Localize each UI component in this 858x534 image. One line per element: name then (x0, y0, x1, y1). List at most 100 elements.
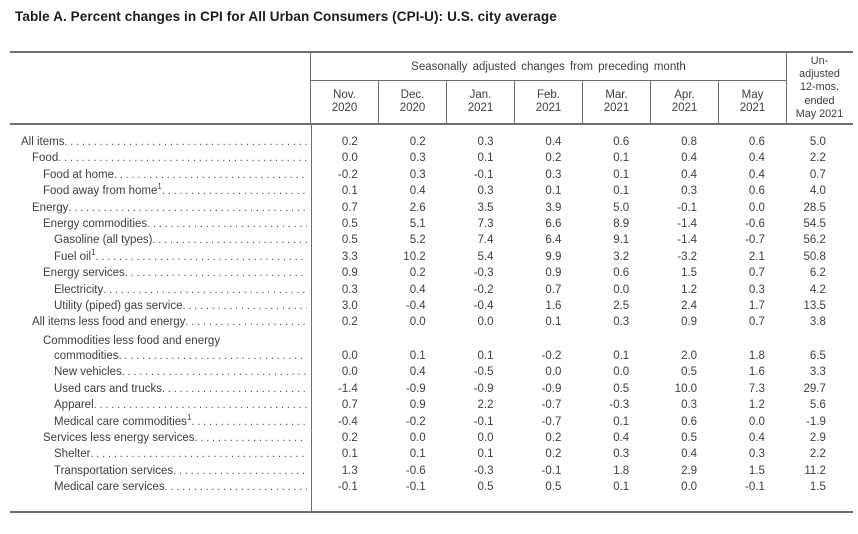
value-cell: 0.3 (748, 283, 765, 296)
dot-leader (114, 167, 307, 183)
value-cell: -0.4 (473, 300, 494, 313)
value-cell: 28.5 (803, 201, 826, 214)
value-cell: 0.3 (613, 448, 630, 461)
value-cell: 3.2 (613, 250, 630, 263)
value-cell: 0.4 (409, 185, 426, 198)
value-cell: 0.0 (748, 415, 765, 428)
dot-leader (68, 200, 307, 216)
value-cell: -1.4 (338, 382, 358, 395)
value-cell: 0.7 (341, 399, 358, 412)
table-row: Utility (piped) gas service 3.0 -0.4 -0.4 1.… (10, 298, 853, 314)
value-cell: 0.3 (409, 152, 426, 165)
value-cell: 13.5 (803, 300, 826, 313)
row-label: Gasoline (all types) (54, 234, 153, 247)
row-label-cell: Electricity (10, 282, 311, 298)
value-cell: 1.5 (681, 267, 698, 280)
value-cell: 1.7 (748, 300, 765, 313)
value-cell: 2.9 (681, 464, 698, 477)
row-label: Shelter (54, 448, 91, 461)
table-row: Gasoline (all types) 0.5 5.2 7.4 6.4 9.1 -1.4 -… (10, 232, 853, 248)
month-header-row: Nov. 2020 Dec. 2020 Jan. 2021 Feb. 2021 Mar. 2021… (311, 81, 786, 123)
table-row: Medical care commodities1 -0.4 -0.2 -0.1 -0.… (10, 414, 853, 430)
unadjusted-header-line: ended (804, 94, 835, 107)
table-row: Apparel 0.7 0.9 2.2 -0.7 -0.3 0.3 1.2 5.6 (10, 397, 853, 413)
value-cell: 0.5 (341, 234, 358, 247)
value-cell: 2.2 (809, 152, 826, 165)
row-label-cell: Food away from home1 (10, 183, 311, 199)
month-name: Jan. (469, 89, 492, 101)
value-cell: -1.4 (677, 234, 698, 247)
value-cell: 0.3 (341, 283, 358, 296)
header-label-spacer (10, 53, 311, 123)
value-cell: 3.9 (545, 201, 562, 214)
value-cell: 4.2 (809, 283, 826, 296)
row-label: Commodities less food and energy (43, 334, 221, 347)
value-cell: 5.0 (809, 136, 826, 148)
value-cell: 0.6 (613, 136, 630, 148)
row-label-cell: New vehicles (10, 364, 311, 380)
value-cell: 7.3 (477, 218, 494, 231)
seasonally-adjusted-columns: Seasonally adjusted changes from precedi… (311, 53, 786, 123)
month-year: 2020 (331, 102, 358, 114)
dot-leader (194, 430, 307, 446)
value-cell: 1.6 (748, 366, 765, 379)
value-cell: 0.3 (613, 316, 630, 329)
value-cell: 1.3 (341, 464, 358, 477)
value-cell: 0.4 (748, 168, 765, 181)
value-cell: 2.9 (809, 431, 826, 444)
value-cell: -0.1 (473, 415, 494, 428)
value-cell: 3.3 (341, 250, 358, 263)
value-cell: 0.1 (477, 448, 494, 461)
value-cell: 0.0 (341, 366, 358, 379)
dot-leader (191, 414, 307, 430)
value-cell: 0.0 (477, 431, 494, 444)
dot-leader (162, 381, 307, 397)
row-label-cell: All items (10, 134, 311, 150)
value-cell: 2.6 (409, 201, 426, 214)
month-year: 2021 (535, 102, 562, 114)
table-row: Food away from home1 0.1 0.4 0.3 0.1 0.1 0.3 0.… (10, 183, 853, 199)
month-name: Feb. (536, 89, 560, 101)
row-label: Fuel oil1 (54, 248, 96, 263)
value-cell: 54.5 (803, 218, 826, 231)
value-cell: 0.7 (748, 267, 765, 280)
value-cell: 0.1 (613, 415, 630, 428)
value-cell: 6.4 (545, 234, 562, 247)
value-cell: 0.2 (545, 448, 562, 461)
row-label: commodities (54, 349, 119, 362)
unadjusted-header-line: adjusted (799, 68, 840, 81)
dot-leader (147, 216, 307, 232)
value-cell: 0.0 (613, 283, 630, 296)
table-row: Transportation services 1.3 -0.6 -0.3 -0.1 1.… (10, 463, 853, 479)
value-cell: -0.7 (745, 234, 765, 247)
dot-leader (182, 298, 307, 314)
row-label-cell: Commodities less food and energy commodit… (10, 331, 311, 364)
value-cell: 50.8 (803, 250, 826, 263)
dot-leader (96, 249, 307, 265)
value-cell: 5.6 (809, 399, 826, 412)
value-cell: -0.3 (609, 399, 630, 412)
row-label-cell: Shelter (10, 446, 311, 462)
group-header: Seasonally adjusted changes from precedi… (311, 53, 786, 81)
value-cell: -0.2 (405, 415, 426, 428)
table-row: Energy 0.7 2.6 3.5 3.9 5.0 -0.1 0.0 28.5 (10, 200, 853, 216)
value-cell: 0.0 (748, 201, 765, 214)
row-label-cell: Energy commodities (10, 216, 311, 232)
row-label-cell: All items less food and energy (10, 314, 311, 330)
value-cell: 0.9 (409, 399, 426, 412)
value-cell: 0.3 (409, 168, 426, 181)
value-cell: -0.2 (338, 168, 358, 181)
value-cell: 0.3 (681, 399, 698, 412)
value-cell: -0.3 (473, 267, 494, 280)
value-cell: 0.1 (341, 448, 358, 461)
value-cell: -0.1 (405, 481, 426, 494)
row-label: Medical care commodities1 (54, 413, 192, 428)
value-cell: -0.1 (473, 168, 494, 181)
value-cell: 0.1 (341, 185, 358, 198)
month-year: 2021 (671, 102, 698, 114)
table-body: All items 0.2 0.2 0.3 0.4 0.6 0.8 0.6 5.0 Food 0.0… (10, 125, 853, 511)
row-label-cell: Used cars and trucks (10, 381, 311, 397)
value-cell: -1.4 (677, 218, 698, 231)
dot-leader (152, 232, 307, 248)
